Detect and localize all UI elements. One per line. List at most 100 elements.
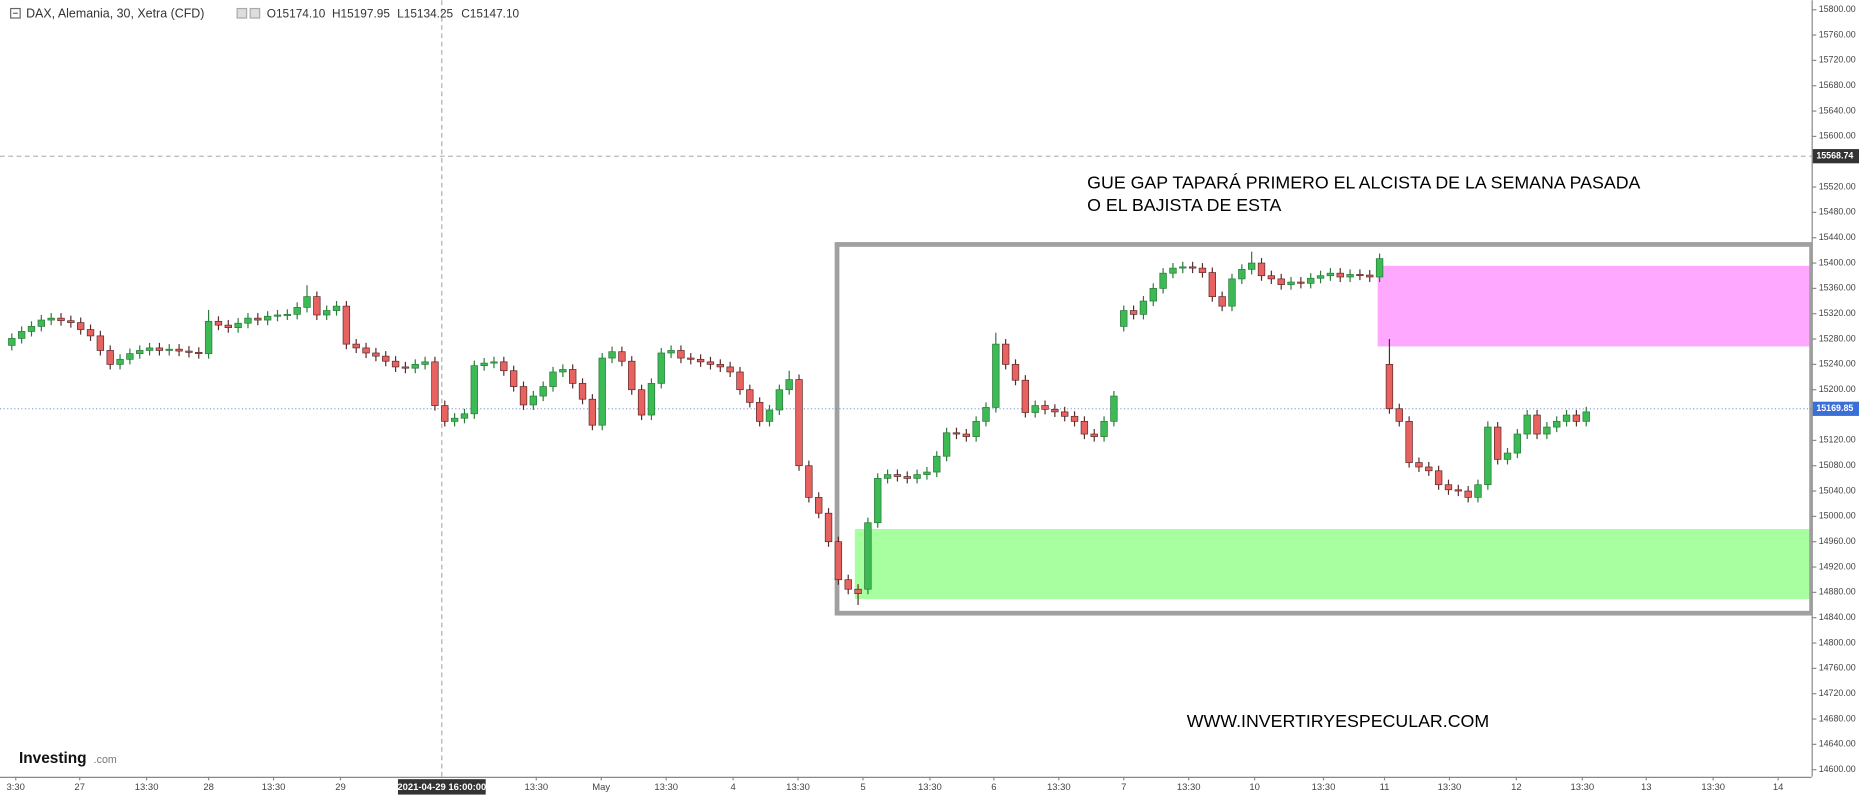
candle-body (1582, 411, 1590, 422)
candle-body (1484, 426, 1492, 486)
candle-body (657, 352, 665, 384)
close-icon[interactable] (249, 7, 261, 19)
candle-body (647, 383, 656, 416)
crosshair-time-box (397, 779, 486, 795)
candle-body (736, 371, 744, 391)
candle-body (411, 364, 419, 369)
y-tick-label: 15680.00 (1819, 80, 1856, 90)
candle-body (1543, 426, 1551, 435)
candle-body (864, 522, 872, 590)
candle-body (254, 317, 262, 321)
candle-body (1464, 490, 1472, 498)
candle-body (706, 361, 715, 365)
candle-body (165, 348, 173, 351)
candle-body (1001, 343, 1010, 365)
x-tick-label: 13 (1641, 782, 1652, 793)
annotation: WWW.INVERTIRYESPECULAR.COM (1187, 711, 1489, 731)
candle-body (1513, 433, 1522, 454)
y-tick-label: 15600.00 (1819, 131, 1856, 141)
candle-body (1061, 411, 1069, 417)
candle-body (1287, 281, 1295, 285)
candle-body (342, 305, 351, 345)
candle-body (1454, 489, 1462, 492)
candle-body (893, 474, 902, 477)
candle-body (77, 322, 85, 330)
candle-body (805, 465, 813, 498)
x-tick-label: 13:30 (654, 782, 678, 793)
candle-body (628, 360, 636, 391)
candle-body (224, 324, 232, 329)
candle-body (283, 313, 292, 316)
candle-body (96, 335, 105, 351)
candle-body (1188, 266, 1197, 269)
y-tick-label: 14680.00 (1819, 713, 1856, 723)
candle-body (273, 314, 282, 317)
candle-body (1356, 274, 1364, 276)
candle-body (185, 350, 193, 353)
candle-body (450, 417, 459, 422)
candle-body (244, 317, 252, 324)
candle-body (372, 352, 380, 357)
x-tick-label: 13:30 (262, 782, 286, 793)
y-tick-label: 15240.00 (1819, 359, 1856, 369)
candle-body (47, 317, 55, 321)
ohlc-low: L15134.25 (397, 7, 453, 21)
candle-body (1021, 379, 1030, 413)
candle-body (1120, 310, 1128, 327)
candle-body (303, 296, 311, 308)
candle-body (1385, 364, 1394, 410)
candle-body (588, 398, 597, 426)
candle-body (923, 471, 931, 475)
candle-body (195, 351, 203, 354)
candle-body (1277, 278, 1285, 285)
candle-body (57, 317, 65, 322)
plot-area (0, 0, 1812, 777)
candle-body (1405, 421, 1413, 463)
candle-body (1129, 310, 1138, 315)
candle-body (382, 355, 390, 362)
x-tick-label: 13:30 (524, 782, 548, 793)
candle-body (86, 329, 95, 337)
x-tick-label: 14 (1773, 782, 1784, 793)
candle-body (1444, 484, 1453, 491)
candle-body (1169, 267, 1177, 274)
candle-body (1562, 414, 1571, 422)
candle-body (1238, 269, 1246, 280)
x-tick-label: May (592, 782, 610, 793)
candle-body (1503, 452, 1512, 460)
x-tick-label: 27 (74, 782, 85, 793)
y-tick-label: 14600.00 (1819, 764, 1856, 774)
candle-body (17, 331, 26, 339)
candle-body (854, 588, 862, 594)
candle-body (1139, 300, 1148, 315)
candle-body (1375, 258, 1384, 278)
candle-body (874, 478, 882, 524)
candle-body (578, 383, 587, 400)
candle-body (1198, 267, 1207, 273)
candle-body (746, 389, 754, 403)
y-tick-label: 15320.00 (1819, 308, 1856, 318)
pink-zone (1377, 265, 1812, 347)
x-tick-label: 13:30 (1047, 782, 1071, 793)
candle-body (1307, 277, 1315, 284)
x-tick-label: 13:30 (135, 782, 159, 793)
candle-body (1267, 275, 1276, 280)
candle-body (549, 371, 557, 387)
candle-body (598, 357, 606, 426)
candle-body (1110, 395, 1118, 422)
candle-body (1149, 288, 1157, 302)
candle-body (362, 347, 370, 354)
candle-body (27, 326, 36, 332)
candle-body (667, 350, 675, 354)
candle-body (696, 358, 705, 363)
candle-body (67, 320, 75, 323)
collapse-icon[interactable] (10, 7, 21, 19)
annotation: GUE GAP TAPARÁ PRIMERO EL ALCISTA DE LA … (1087, 173, 1640, 193)
settings-icon[interactable] (236, 7, 248, 19)
candle-body (1070, 415, 1079, 422)
candle-body (519, 386, 528, 406)
candle-body (785, 379, 793, 391)
logo: Investing .com (19, 750, 117, 767)
x-tick-label: 13:30 (786, 782, 810, 793)
